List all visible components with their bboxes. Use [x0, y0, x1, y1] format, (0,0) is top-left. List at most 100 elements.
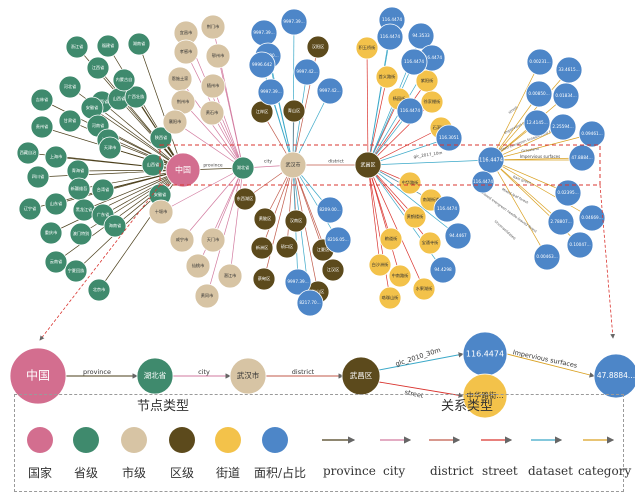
province-node-9[interactable] [112, 68, 136, 92]
district-node-0[interactable] [306, 35, 330, 59]
street-node-1[interactable] [375, 65, 399, 89]
area-node-3[interactable] [248, 51, 276, 79]
city-node-8[interactable] [162, 109, 188, 135]
street-node-13[interactable] [412, 277, 436, 301]
province-node-30[interactable] [64, 259, 88, 283]
province-node-31[interactable] [87, 278, 111, 302]
area-node-29[interactable] [554, 179, 582, 207]
province-node-19[interactable] [26, 165, 50, 189]
area-node-1[interactable] [280, 8, 308, 36]
area-node-4[interactable] [293, 58, 321, 86]
hub-city[interactable] [279, 151, 307, 179]
area-node-25[interactable] [523, 109, 551, 137]
area-node-20[interactable] [429, 256, 457, 284]
city-node-13[interactable] [194, 283, 220, 309]
city-node-1[interactable] [200, 14, 226, 40]
province-node-28[interactable] [103, 214, 127, 238]
area-node-6[interactable] [316, 77, 344, 105]
city-node-12[interactable] [185, 253, 211, 279]
city-node-5[interactable] [200, 73, 226, 99]
street-node-0[interactable] [355, 36, 379, 60]
city-node-3[interactable] [205, 43, 231, 69]
area-node-18[interactable] [444, 222, 472, 250]
district-node-4[interactable] [253, 207, 277, 231]
path-node-district[interactable] [341, 356, 381, 396]
province-node-2[interactable] [127, 32, 151, 56]
area-node-19[interactable] [433, 195, 461, 223]
area-node-21[interactable] [526, 48, 554, 76]
area-node-31-label: 0.04669... [581, 215, 602, 220]
province-node-29[interactable] [44, 250, 68, 274]
street-node-10[interactable] [368, 253, 392, 277]
district-node-3[interactable] [233, 187, 257, 211]
area-node-13[interactable] [376, 23, 404, 51]
city-node-9[interactable] [148, 199, 174, 225]
province-node-4[interactable] [58, 75, 82, 99]
city-node-7-label: 黄石市 [206, 109, 219, 116]
city-node-11[interactable] [200, 227, 226, 253]
path-node-country-label: 中国 [26, 368, 50, 383]
area-node-10[interactable] [296, 289, 324, 317]
district-node-5[interactable] [284, 209, 308, 233]
area-node-12[interactable] [407, 22, 435, 50]
city-node-2[interactable] [173, 39, 199, 65]
hub-area[interactable] [477, 146, 505, 174]
street-node-4[interactable] [420, 90, 444, 114]
province-node-27[interactable] [69, 222, 93, 246]
city-node-7[interactable] [199, 100, 225, 126]
street-node-11[interactable] [388, 264, 412, 288]
legend-node-label-district: 区级 [170, 466, 195, 480]
province-node-8[interactable] [124, 85, 148, 109]
hub-country[interactable] [165, 152, 201, 188]
province-node-3[interactable] [86, 56, 110, 80]
street-node-12[interactable] [378, 286, 402, 310]
city-node-10[interactable] [169, 227, 195, 253]
area-node-32[interactable] [566, 231, 594, 259]
hub-area-2[interactable] [471, 170, 495, 194]
district-node-7[interactable] [275, 235, 299, 259]
province-node-extra-0[interactable] [149, 126, 173, 150]
area-node-5[interactable] [257, 78, 285, 106]
province-node-26[interactable] [39, 221, 63, 245]
province-node-12[interactable] [30, 115, 54, 139]
city-node-14[interactable] [217, 263, 243, 289]
edge-area-13 [367, 36, 392, 166]
street-node-9[interactable] [379, 227, 403, 251]
street-node-6[interactable] [398, 171, 422, 195]
street-node-14[interactable] [418, 231, 442, 255]
province-node-16[interactable] [44, 145, 68, 169]
area-node-7[interactable] [316, 196, 344, 224]
area-node-26[interactable] [549, 113, 577, 141]
area-node-33[interactable] [533, 243, 561, 271]
hub-province[interactable] [231, 156, 255, 180]
district-node-10[interactable] [321, 258, 345, 282]
hub-district[interactable] [354, 151, 382, 179]
edge-area-15 [367, 137, 450, 166]
street-node-8[interactable] [403, 205, 427, 229]
district-node-6[interactable] [250, 236, 274, 260]
province-node-0[interactable] [65, 35, 89, 59]
district-node-2[interactable] [282, 99, 306, 123]
area-node-31[interactable] [578, 204, 606, 232]
area-node-9[interactable] [284, 268, 312, 296]
area-node-30[interactable] [547, 208, 575, 236]
district-node-8[interactable] [252, 267, 276, 291]
area-node-8[interactable] [324, 226, 352, 254]
province-node-1[interactable] [96, 34, 120, 58]
province-node-18[interactable] [98, 136, 122, 160]
area-node-17[interactable] [400, 48, 428, 76]
path-node-street[interactable] [462, 373, 508, 419]
province-node-11[interactable] [58, 109, 82, 133]
province-node-22[interactable] [18, 197, 42, 221]
area-node-23[interactable] [525, 80, 553, 108]
area-node-16[interactable] [396, 97, 424, 125]
province-node-21[interactable] [91, 178, 115, 202]
province-node-10[interactable] [30, 88, 54, 112]
area-node-24[interactable] [552, 82, 580, 110]
province-node-15[interactable] [16, 141, 40, 165]
province-node-23[interactable] [44, 192, 68, 216]
path-node-final-area[interactable] [593, 353, 635, 399]
area-node-27[interactable] [578, 120, 606, 148]
path-node-country[interactable] [9, 347, 67, 405]
province-node-extra-2[interactable] [141, 153, 165, 177]
